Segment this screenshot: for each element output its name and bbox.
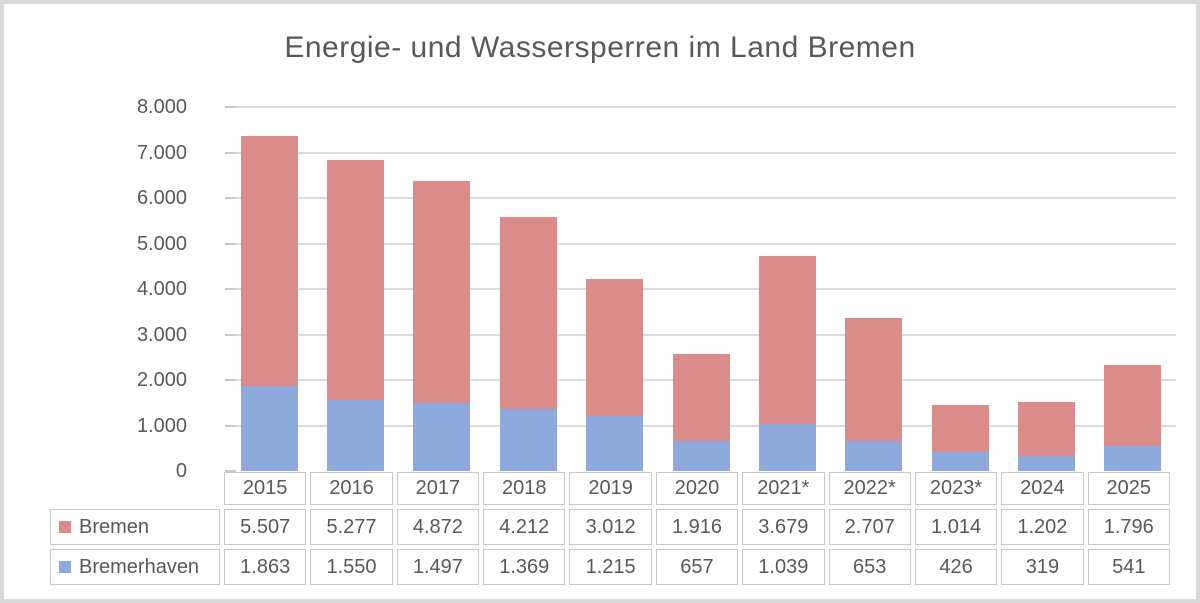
table-value-cell: 3.679 (742, 509, 825, 545)
bar-segment-bremerhaven (758, 423, 816, 471)
table-value-cell: 1.863 (224, 549, 307, 585)
table-value-cell: 3.012 (569, 509, 652, 545)
y-axis-label: 0 (175, 460, 187, 482)
table-value-cell: 1.215 (569, 549, 652, 585)
legend-label: Bremen (79, 515, 150, 538)
y-axis-tick (225, 242, 236, 245)
table-value-cell: 657 (655, 549, 739, 585)
table-year-header: 2023* (914, 472, 998, 505)
y-axis-tick (225, 470, 236, 472)
bar-segment-bremerhaven (240, 386, 298, 471)
table-value-cell: 319 (1001, 549, 1084, 585)
y-axis-label: 4.000 (136, 278, 187, 300)
table-year-header: 2015 (224, 472, 307, 505)
y-axis-label: 6.000 (136, 187, 187, 209)
table-year-header: 2021* (742, 472, 825, 505)
table-year-header: 2016 (310, 472, 393, 505)
table-value-cell: 1.014 (914, 509, 998, 545)
bar-segment-bremen (1104, 364, 1162, 447)
legend-label: Bremerhaven (79, 555, 200, 578)
y-gridline (226, 288, 1176, 290)
table-value-cell: 2.707 (828, 509, 911, 545)
chart-title: Energie- und Wassersperren im Land Breme… (284, 31, 916, 64)
bar-segment-bremen (413, 181, 471, 403)
bar-segment-bremen (1017, 401, 1075, 457)
y-axis-label: 3.000 (136, 323, 187, 346)
table-value-cell: 1.202 (1001, 509, 1084, 545)
table-value-cell: 653 (828, 549, 911, 585)
bar-segment-bremerhaven (586, 415, 644, 471)
y-gridline (226, 106, 1176, 108)
table-year-header: 2017 (396, 472, 480, 505)
y-axis-tick (225, 424, 236, 427)
table-year-header: 2018 (483, 472, 566, 505)
table-value-cell: 426 (914, 549, 998, 585)
bar-segment-bremen (586, 278, 644, 416)
y-axis-tick (225, 151, 236, 154)
table-value-cell: 541 (1087, 549, 1170, 585)
bar-segment-bremen (327, 160, 385, 401)
y-axis-label: 7.000 (136, 141, 187, 164)
bremen-legend-swatch-icon (59, 521, 71, 533)
table-value-cell: 4.212 (483, 509, 566, 545)
table-value-cell: 1.916 (655, 509, 739, 545)
y-axis-label: 8.000 (136, 96, 187, 118)
y-gridline (226, 333, 1176, 336)
table-value-cell: 1.550 (310, 549, 393, 585)
table-value-cell: 1.369 (483, 549, 566, 585)
table-value-cell: 4.872 (396, 509, 480, 545)
legend-cell-bremen: Bremen (50, 509, 220, 545)
table-value-cell: 1.796 (1087, 509, 1170, 545)
table-value-cell: 1.039 (742, 549, 825, 585)
table-value-cell: 1.497 (396, 549, 480, 585)
bar-segment-bremen (240, 135, 298, 387)
table-year-header: 2025 (1087, 472, 1170, 505)
bar-segment-bremerhaven (413, 402, 471, 471)
table-year-header: 2024 (1001, 472, 1084, 505)
y-gridline (226, 151, 1176, 154)
bar-segment-bremerhaven (327, 400, 385, 471)
y-gridline (226, 242, 1176, 245)
table-year-header: 2022* (828, 472, 911, 505)
bar-segment-bremerhaven (931, 451, 989, 471)
data-table: 2015 2016 2017 2018 2019 2020 2021* 2022* 2023* 2… (48, 470, 1172, 587)
table-value-cell: 5.507 (224, 509, 307, 545)
table-corner-cell (50, 472, 220, 505)
table-value-cell: 5.277 (310, 509, 393, 545)
y-axis-label: 2.000 (136, 369, 187, 391)
bar-segment-bremerhaven (672, 441, 730, 471)
table-year-header: 2020 (655, 472, 739, 505)
y-gridline (226, 197, 1176, 199)
table-year-header: 2019 (569, 472, 652, 505)
y-axis-tick (225, 197, 236, 199)
bar-segment-bremen (672, 353, 730, 442)
bremerhaven-legend-swatch-icon (59, 561, 71, 573)
legend-cell-bremerhaven: Bremerhaven (50, 549, 220, 585)
y-axis-tick (225, 379, 236, 381)
bar-segment-bremen (931, 405, 989, 452)
y-axis-tick (225, 106, 236, 108)
bar-segment-bremen (845, 318, 903, 442)
y-axis-tick (225, 333, 236, 336)
bar-segment-bremen (499, 217, 557, 409)
bar-segment-bremerhaven (499, 408, 557, 471)
bar-segment-bremerhaven (1017, 456, 1075, 471)
bar-segment-bremerhaven (1104, 446, 1162, 471)
y-axis-label: 1.000 (136, 414, 187, 437)
y-axis-tick (225, 288, 236, 290)
bar-segment-bremen (758, 256, 816, 424)
y-axis-label: 5.000 (136, 232, 187, 255)
bar-segment-bremerhaven (845, 441, 903, 471)
